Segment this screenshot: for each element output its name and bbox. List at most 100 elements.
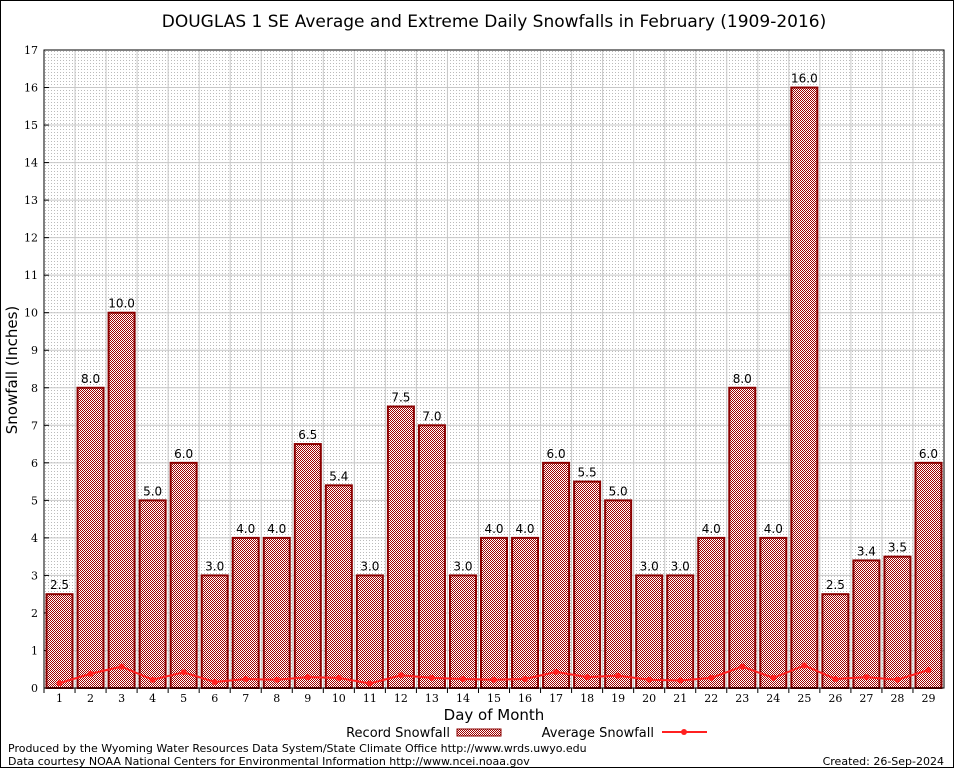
bar-value-label: 8.0 [733,372,752,386]
bar-record-day-4 [138,499,167,689]
bar-value-label: 2.5 [826,578,845,592]
average-point-day-7 [242,675,249,682]
y-tick-label: 8 [31,382,38,395]
average-point-day-10 [335,674,342,681]
bar-record-day-23 [728,386,757,689]
bar-value-label: 5.5 [578,466,597,480]
average-point-day-24 [770,674,777,681]
bar-value-label: 16.0 [791,72,818,86]
footer-data-source: Data courtesy NOAA National Centers for … [8,755,530,768]
bar-value-label: 3.0 [360,559,379,573]
bar-value-label: 4.0 [764,522,783,536]
bar-value-label: 2.5 [50,578,69,592]
bar-record-day-21 [666,574,695,689]
x-tick-label: 14 [456,692,470,705]
average-point-day-25 [801,662,808,669]
x-tick-label: 23 [735,692,749,705]
x-tick-label: 29 [921,692,935,705]
y-tick-label: 5 [31,494,38,507]
y-axis-label: Snowfall (Inches) [3,306,21,434]
bar-record-day-7 [231,536,260,689]
average-point-day-4 [149,676,156,683]
x-tick-label: 4 [149,692,156,705]
bar-record-day-11 [355,574,384,689]
y-tick-label: 17 [24,44,38,57]
y-tick-label: 12 [24,232,38,245]
bar-value-label: 3.0 [640,559,659,573]
bar-record-day-24 [759,536,788,689]
bar-value-label: 8.0 [81,372,100,386]
bar-record-day-12 [386,405,415,689]
bar-record-day-2 [76,386,105,689]
bar-value-label: 4.0 [702,522,721,536]
bar-value-label: 5.4 [329,469,348,483]
x-tick-label: 2 [87,692,94,705]
bar-record-day-22 [697,536,726,689]
average-point-day-3 [118,663,125,670]
bar-record-day-18 [573,480,602,689]
x-tick-label: 3 [118,692,125,705]
x-tick-label: 25 [797,692,811,705]
bar-value-label: 4.0 [267,522,286,536]
bar-record-day-27 [852,559,881,690]
y-tick-label: 0 [31,682,38,695]
bar-record-day-17 [542,461,571,689]
average-point-day-27 [863,674,870,681]
bar-record-day-15 [480,536,508,689]
x-tick-label: 21 [673,692,687,705]
y-tick-label: 4 [31,532,38,545]
average-point-day-14 [459,675,466,682]
bar-record-day-29 [914,461,943,689]
average-point-day-6 [211,678,218,685]
bar-value-label: 10.0 [108,297,135,311]
legend-record-label: Record Snowfall [346,726,450,741]
chart-title: DOUGLAS 1 SE Average and Extreme Daily S… [162,12,826,32]
average-point-day-22 [708,674,715,681]
x-tick-label: 16 [518,692,532,705]
x-tick-label: 24 [766,692,780,705]
bar-value-label: 3.5 [888,541,907,555]
x-tick-label: 7 [242,692,249,705]
average-point-day-5 [180,669,187,676]
bar-value-label: 6.0 [547,447,566,461]
y-tick-label: 14 [24,157,38,170]
average-point-day-12 [397,672,404,679]
bar-value-label: 4.0 [236,522,255,536]
bar-record-day-8 [262,536,291,689]
average-point-day-16 [522,675,529,682]
bar-value-label: 3.0 [205,559,224,573]
average-point-day-26 [832,675,839,682]
footer-producer: Produced by the Wyoming Water Resources … [8,742,587,755]
bar-record-day-19 [604,499,633,689]
average-point-day-29 [925,666,932,673]
x-tick-label: 26 [828,692,842,705]
y-tick-label: 10 [24,307,38,320]
x-tick-label: 13 [425,692,439,705]
y-tick-label: 2 [31,607,38,620]
x-tick-label: 18 [580,692,594,705]
average-point-day-8 [273,676,280,683]
average-point-day-2 [87,670,94,677]
bar-record-day-10 [324,484,353,690]
x-tick-label: 17 [549,692,563,705]
y-tick-label: 16 [24,82,38,95]
bar-value-label: 5.0 [609,484,628,498]
y-tick-label: 3 [31,569,38,582]
bar-value-label: 3.0 [453,559,472,573]
x-tick-label: 8 [273,692,280,705]
y-tick-label: 13 [24,194,38,207]
x-tick-label: 1 [56,692,63,705]
bar-value-label: 7.5 [391,391,410,405]
average-point-day-17 [553,668,560,675]
plot-border [43,49,945,689]
average-point-day-9 [304,674,311,681]
bar-record-day-28 [883,555,912,689]
bar-record-day-25 [790,86,819,689]
bar-record-day-13 [417,424,446,689]
bar-record-day-6 [200,574,229,689]
bar-record-day-5 [169,461,198,689]
bar-record-day-26 [821,593,850,689]
x-tick-label: 22 [704,692,718,705]
y-tick-label: 15 [24,119,38,132]
